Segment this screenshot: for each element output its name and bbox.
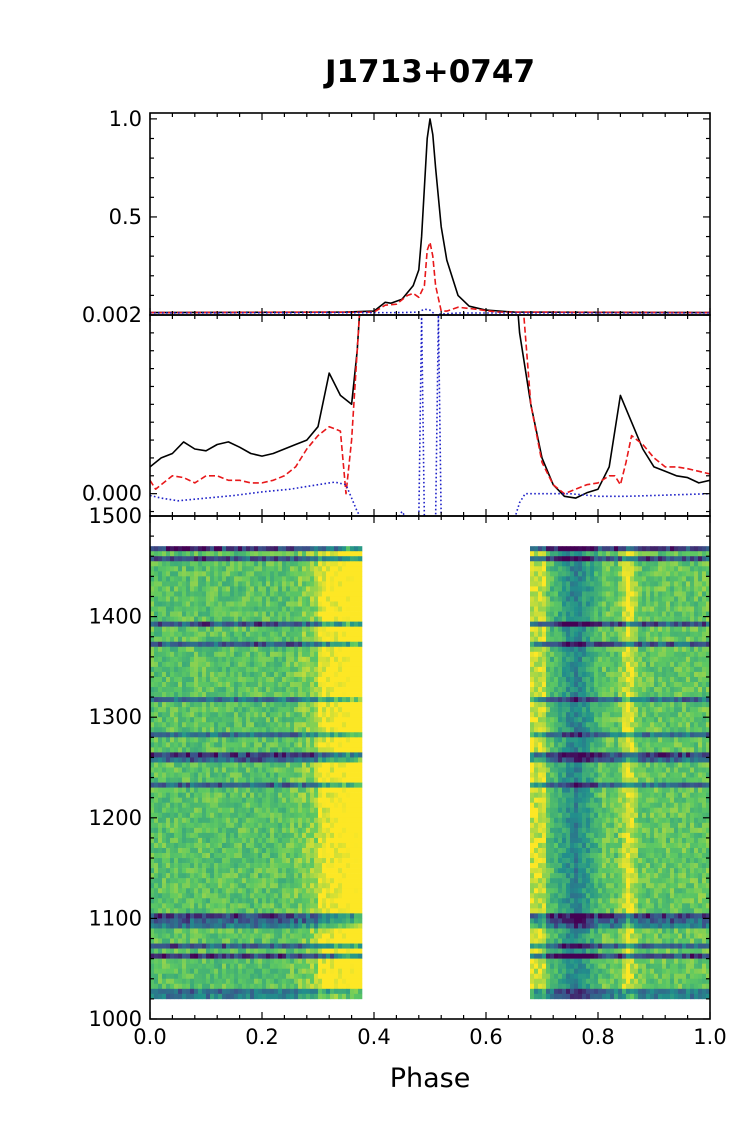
x-tick-label: 0.4 xyxy=(357,1025,390,1049)
total-intensity-line xyxy=(150,118,710,314)
x-tick-label: 0.0 xyxy=(133,1025,166,1049)
x-tick-label: 1.0 xyxy=(693,1025,726,1049)
circular-polarization-line xyxy=(150,308,710,315)
x-tick-label: 0.2 xyxy=(245,1025,278,1049)
chart-title: J1713+0747 xyxy=(323,54,535,90)
linear-polarization-line xyxy=(150,315,710,495)
y-tick-label: 0.000 xyxy=(82,482,142,506)
heatmap-image xyxy=(150,546,710,1000)
y-tick-label: 1000 xyxy=(89,1007,142,1031)
y-tick-label: 1500 xyxy=(89,504,142,528)
y-tick-label: 1.0 xyxy=(109,107,142,131)
y-tick-label: 0.002 xyxy=(82,303,142,327)
x-tick-label: 0.8 xyxy=(581,1025,614,1049)
y-tick-label: 1200 xyxy=(89,806,142,830)
y-tick-label: 0.5 xyxy=(109,205,142,229)
axes-frame xyxy=(149,515,711,1020)
zoom-panel: 0.002 0.000 xyxy=(82,303,711,517)
x-tick-label: 0.6 xyxy=(469,1025,502,1049)
linear-polarization-line xyxy=(150,241,710,314)
y-tick-label: 1300 xyxy=(89,705,142,729)
x-axis-label: Phase xyxy=(390,1063,471,1094)
frequency-heatmap-panel: 1000 1100 1200 1300 1400 1500 0.0 0.2 0.4 0.6 0.8 1… xyxy=(89,504,727,1049)
y-tick-label: 1100 xyxy=(89,906,142,930)
total-intensity-line xyxy=(150,315,710,499)
y-tick-label: 1400 xyxy=(89,605,142,629)
